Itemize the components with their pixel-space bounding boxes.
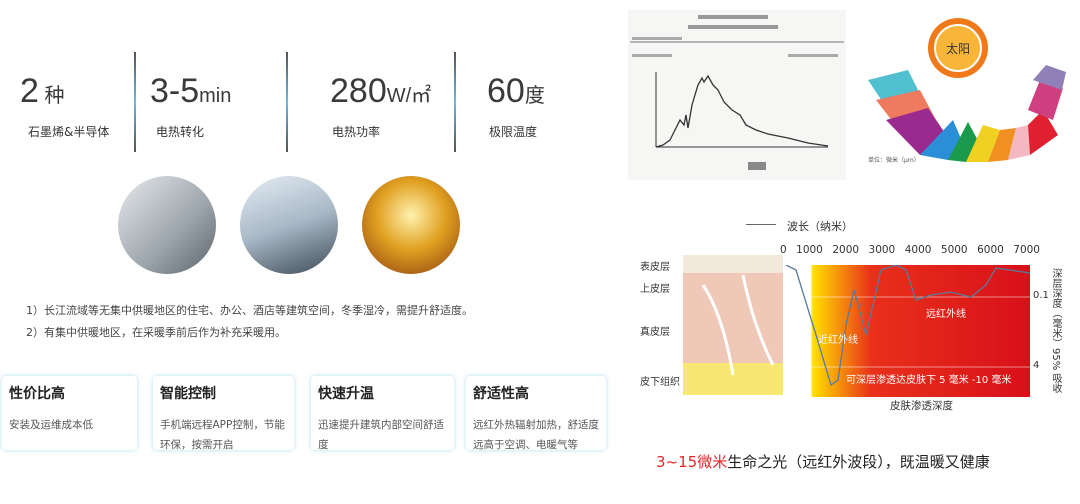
- divider: [134, 52, 136, 152]
- card-title: 性价比高: [9, 386, 65, 402]
- tick: 7000: [1013, 244, 1040, 256]
- stat-unit: min: [199, 85, 232, 107]
- stat-temperature: 60度 极限温度: [487, 72, 545, 140]
- wavelength-ticks: 0 1000 2000 3000 4000 5000 6000 7000: [780, 244, 1040, 256]
- layer-epidermis: 表皮层: [640, 262, 670, 273]
- stat-label: 电热功率: [332, 125, 381, 139]
- feature-card-smart: 智能控制手机端远程APP控制，节能环保，按需开启: [153, 376, 294, 451]
- stat-unit: 种: [38, 85, 65, 107]
- layer-dermis: 真皮层: [640, 327, 670, 338]
- stat-conversion: 3-5min 电热转化: [150, 72, 231, 140]
- layer-subcutaneous: 皮下组织: [640, 377, 680, 388]
- stat-label: 石墨烯&半导体: [28, 125, 110, 139]
- card-title: 舒适性高: [473, 386, 529, 402]
- feature-card-comfort: 舒适性高远红外热辐射加热，舒适度远高于空调、电暖气等: [466, 376, 606, 451]
- tick: 0: [780, 244, 787, 256]
- stat-label: 极限温度: [489, 125, 538, 139]
- photo-residence: [118, 176, 216, 274]
- skin-penetration-diagram: 波长（纳米） 0 1000 2000 3000 4000 5000 6000 7000 表皮层…: [620, 210, 1080, 420]
- stat-power: 280W/㎡ 电热功率: [330, 72, 431, 140]
- card-desc: 手机端远程APP控制，节能环保，按需开启: [160, 419, 285, 451]
- near-ir-label: 近红外线: [818, 333, 858, 346]
- arrow-icon: [746, 224, 776, 225]
- caption-highlight: 3~15微米: [656, 453, 728, 471]
- tick: 6000: [977, 244, 1004, 256]
- layer-upper: 上皮层: [640, 284, 670, 295]
- sun-spectrum-diagram: 太阳 单位：微米（μm）: [868, 18, 1066, 164]
- sun-label: 太阳: [946, 41, 970, 56]
- stat-unit: 度: [524, 85, 545, 107]
- tick: 3000: [868, 244, 896, 256]
- y-axis-label: 深层深度（毫米）95% 吸收: [1050, 268, 1061, 394]
- wavelength-label: 波长（纳米）: [787, 220, 853, 233]
- spectrum-unit: 单位：微米（μm）: [868, 156, 920, 164]
- stat-unit: W/㎡: [386, 85, 432, 107]
- feature-card-cost: 性价比高安装及运维成本低: [2, 376, 137, 450]
- feature-card-fast: 快速升温迅速提升建筑内部空间舒适度: [311, 376, 454, 451]
- test-report-image: [628, 10, 846, 180]
- absorption-plot: 近红外线 远红外线 可深层渗透达皮肤下 5 毫米 -10 毫米: [786, 265, 1030, 397]
- x-axis-label: 皮肤渗透深度: [890, 400, 953, 412]
- card-title: 智能控制: [160, 386, 216, 402]
- note-1: 1）长江流域等无集中供暖地区的住宅、办公、酒店等建筑空间，冬季湿冷，需提升舒适度…: [26, 304, 473, 317]
- sun-icon: [928, 18, 988, 78]
- photo-office: [240, 176, 338, 274]
- card-desc: 迅速提升建筑内部空间舒适度: [318, 419, 444, 451]
- far-ir-label: 远红外线: [926, 307, 966, 320]
- tick: 5000: [940, 244, 968, 256]
- photo-hotel: [362, 176, 460, 274]
- y-tick: 4: [1033, 360, 1040, 371]
- stat-value: 3-5: [150, 72, 200, 110]
- stat-materials: 2 种 石墨烯&半导体: [20, 72, 109, 140]
- skin-illustration: [683, 255, 783, 395]
- stat-value: 280: [330, 72, 387, 110]
- divider: [286, 52, 288, 152]
- tick: 2000: [832, 244, 860, 256]
- tick: 1000: [796, 244, 823, 256]
- caption-text: 生命之光（远红外波段），既温暖又健康: [727, 453, 990, 471]
- note-2: 2）有集中供暖地区，在采暖季前后作为补充采暖用。: [26, 326, 286, 339]
- card-desc: 安装及运维成本低: [9, 419, 93, 431]
- caption: 3~15微米生命之光（远红外波段），既温暖又健康: [656, 451, 990, 472]
- card-desc: 远红外热辐射加热，舒适度远高于空调、电暖气等: [473, 419, 599, 451]
- stat-label: 电热转化: [156, 125, 205, 139]
- divider: [454, 52, 456, 152]
- stat-value: 2: [20, 72, 39, 110]
- depth-note: 可深层渗透达皮肤下 5 毫米 -10 毫米: [846, 373, 1011, 386]
- stat-value: 60: [487, 72, 525, 110]
- y-tick: 0.1: [1033, 290, 1049, 301]
- card-title: 快速升温: [318, 386, 374, 402]
- tick: 4000: [904, 244, 932, 256]
